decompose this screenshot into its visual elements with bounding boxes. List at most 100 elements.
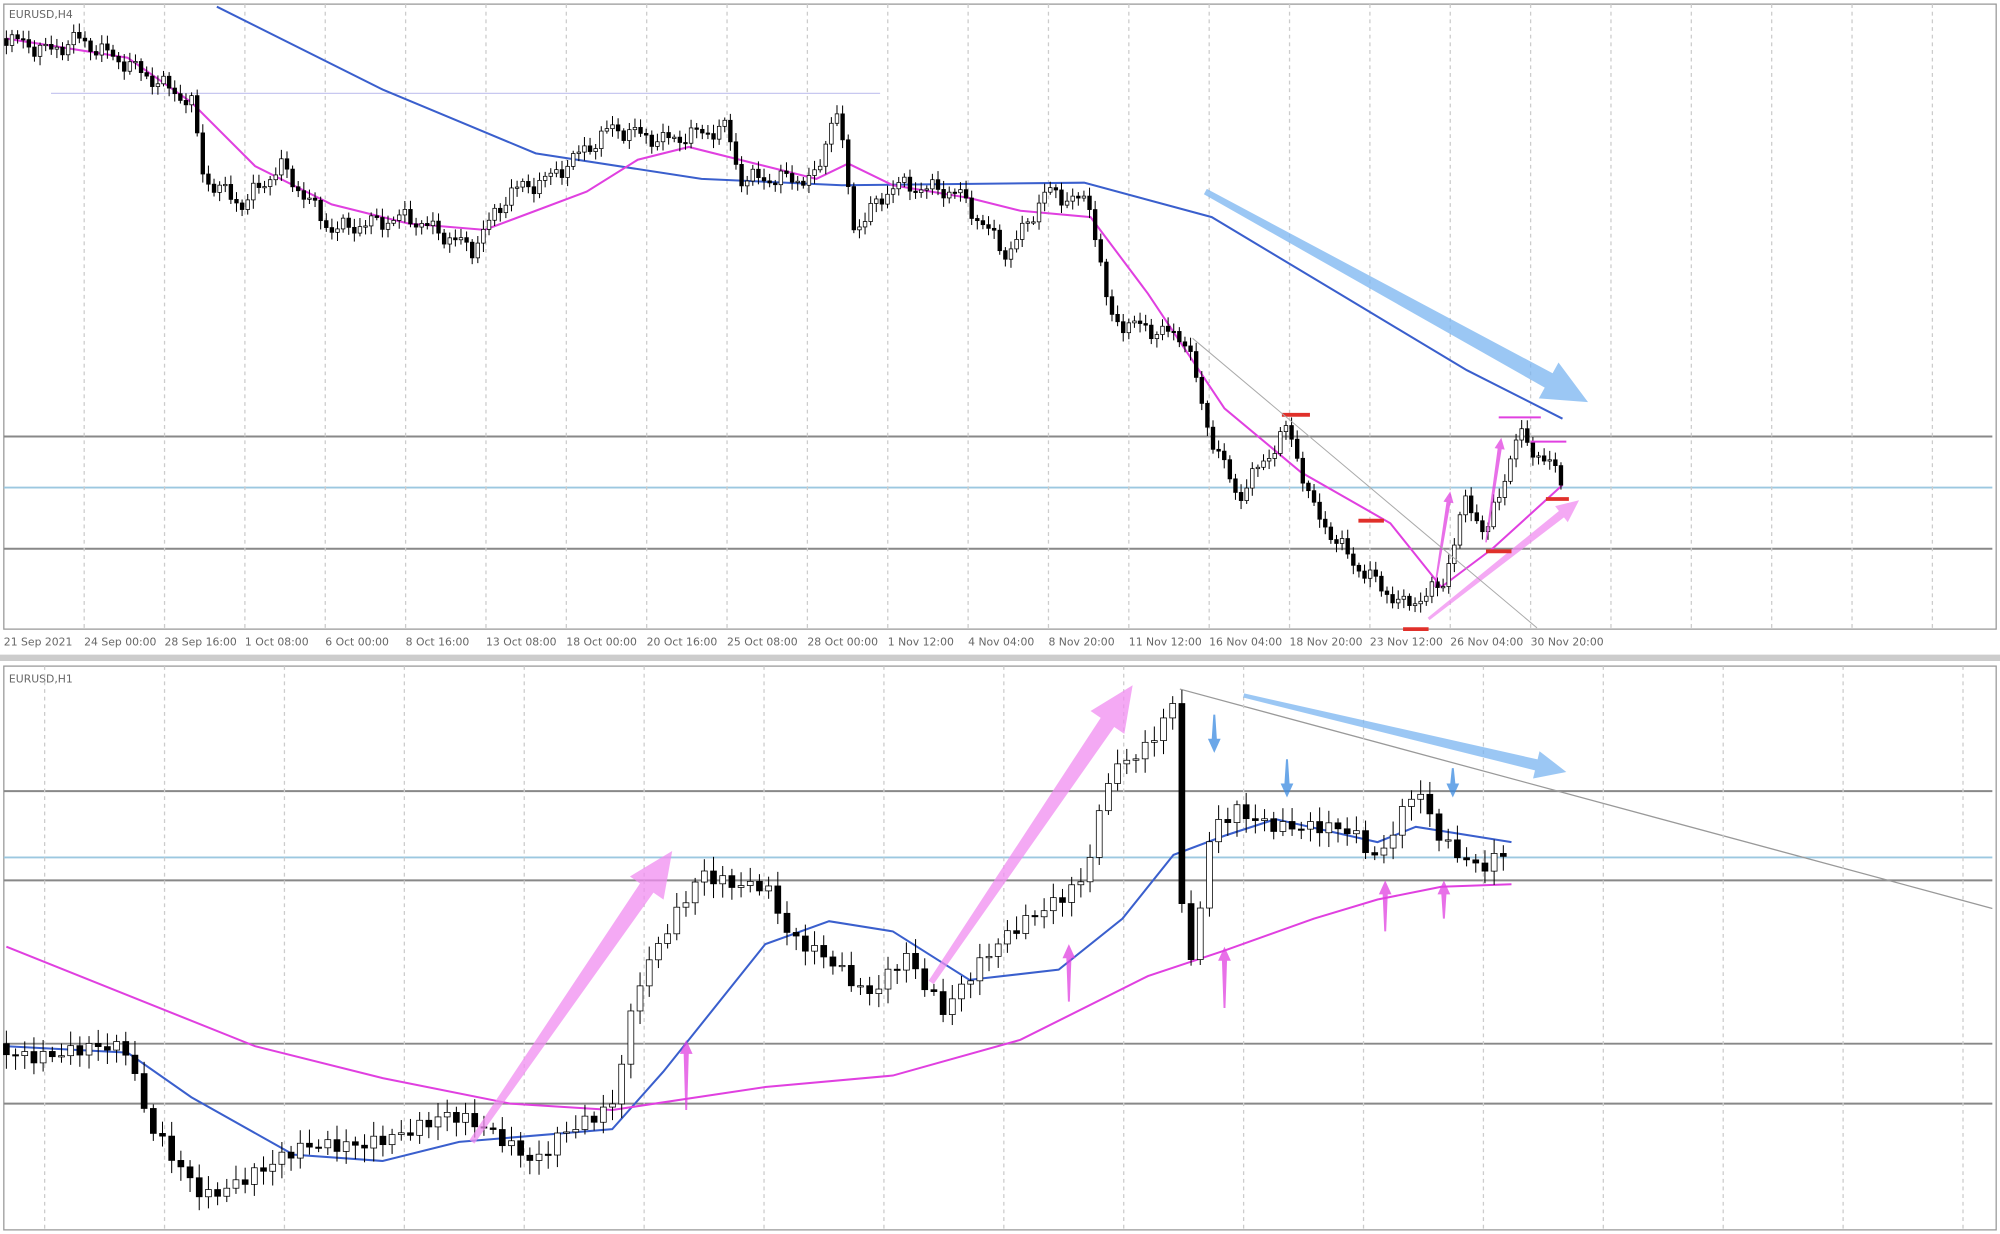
candle-body <box>223 184 228 187</box>
candle-body <box>352 226 357 234</box>
candle-body <box>447 237 452 245</box>
annotation-arrow <box>1378 880 1392 932</box>
candle-body <box>884 968 892 990</box>
candle-body <box>559 169 565 178</box>
candle-body <box>1031 221 1036 224</box>
candle-body <box>745 180 750 187</box>
candle-body <box>1345 538 1350 555</box>
candle-body <box>1160 325 1165 335</box>
candle-body <box>829 122 834 145</box>
candle-body <box>318 199 323 222</box>
candle-body <box>1472 859 1480 864</box>
candle-body <box>486 219 492 230</box>
time-label: 23 Nov 12:00 <box>1370 636 1443 649</box>
candle-body <box>846 139 851 187</box>
candle-body <box>1306 482 1311 492</box>
candle-body <box>912 953 919 970</box>
candle-body <box>183 100 189 106</box>
candle-body <box>1323 518 1328 528</box>
candle-body <box>756 881 763 892</box>
candle-body <box>296 186 301 192</box>
candle-body <box>177 1160 185 1168</box>
candle-body <box>471 1113 479 1128</box>
candle-body <box>71 32 76 46</box>
annotation-arrow <box>1280 759 1294 798</box>
candle-body <box>1086 857 1094 883</box>
candle-body <box>544 1153 552 1156</box>
candle-body <box>408 209 413 225</box>
candle-body <box>1444 839 1452 842</box>
candle-body <box>21 1051 29 1057</box>
candle-body <box>43 44 48 47</box>
candle-body <box>1328 526 1334 540</box>
candle-body <box>1215 819 1222 843</box>
candle-body <box>554 169 559 174</box>
candle-body <box>1036 202 1042 223</box>
candle-body <box>1193 351 1199 378</box>
candle-body <box>144 72 149 77</box>
candle-body <box>1468 495 1474 514</box>
annotation-arrow <box>1207 714 1221 753</box>
h1-panel: EURUSD,H1 <box>3 665 1997 1231</box>
candle-body <box>1541 455 1547 462</box>
candle-body <box>434 1116 442 1128</box>
candle-body <box>379 1135 387 1146</box>
candle-body <box>1059 189 1064 206</box>
candle-body <box>907 176 913 192</box>
candle-body <box>789 173 795 183</box>
candle-body <box>30 1051 38 1064</box>
candle-body <box>1105 783 1112 812</box>
candle-body <box>324 220 329 228</box>
candle-body <box>150 75 155 87</box>
time-label: 28 Oct 00:00 <box>807 636 878 649</box>
candle-body <box>1325 822 1333 834</box>
candle-body <box>363 225 368 228</box>
candle-body <box>948 998 956 1015</box>
moving-average <box>6 818 1512 1163</box>
candle-body <box>618 1063 626 1105</box>
annotation-arrow <box>1427 500 1580 621</box>
time-label: 1 Oct 08:00 <box>245 636 309 649</box>
candle-body <box>1114 763 1121 784</box>
candle-body <box>1022 915 1030 934</box>
candle-body <box>1178 703 1186 904</box>
time-label: 1 Nov 12:00 <box>888 636 954 649</box>
candle-body <box>1525 428 1530 443</box>
candle-body <box>260 1167 267 1172</box>
annotation-arrow <box>1446 768 1460 798</box>
candle-body <box>1014 239 1019 250</box>
candle-body <box>542 175 548 181</box>
candle-body <box>939 991 947 1015</box>
candle-body <box>773 182 778 186</box>
candle-body <box>1463 857 1470 861</box>
candle-body <box>172 87 177 95</box>
candle-body <box>1053 187 1059 191</box>
candle-body <box>660 132 666 143</box>
candle-body <box>159 1133 166 1137</box>
candle-body <box>1031 915 1039 918</box>
candle-body <box>701 870 708 883</box>
candle-body <box>290 168 295 188</box>
candle-body <box>1379 575 1384 592</box>
candle-body <box>1042 191 1047 204</box>
candle-body <box>116 55 121 63</box>
candle-body <box>419 223 424 228</box>
candle-body <box>890 188 896 195</box>
moving-average <box>5 883 1512 1112</box>
candle-body <box>470 241 475 259</box>
candle-body <box>571 153 576 167</box>
candle-body <box>851 186 857 231</box>
candle-body <box>85 1043 93 1056</box>
candle-body <box>436 220 441 234</box>
candle-body <box>60 46 65 56</box>
time-label: 30 Nov 20:00 <box>1531 636 1604 649</box>
time-label: 8 Nov 20:00 <box>1048 636 1114 649</box>
candle-body <box>599 1106 607 1123</box>
candle-body <box>388 1134 396 1146</box>
candle-body <box>627 129 632 141</box>
candle-body <box>765 885 772 892</box>
candle-body <box>885 193 890 205</box>
candle-body <box>694 127 699 130</box>
candle-body <box>1343 828 1351 835</box>
candle-body <box>817 165 823 171</box>
